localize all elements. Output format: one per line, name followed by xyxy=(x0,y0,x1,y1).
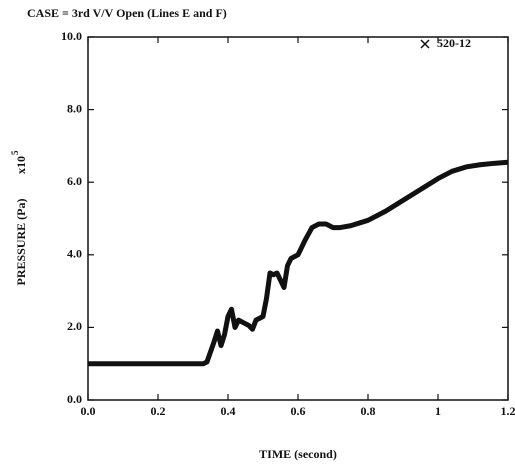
data-line xyxy=(88,159,509,367)
y-axis-label-group: PRESSURE (Pa) x10 5 xyxy=(10,150,28,286)
y-multiplier-exponent: 5 xyxy=(10,150,20,155)
x-tick-label: 0.6 xyxy=(291,404,306,418)
y-tick-label: 10.0 xyxy=(61,29,82,43)
x-tick-label: 1.2 xyxy=(501,404,515,418)
x-tick-label: 0.0 xyxy=(81,404,96,418)
y-axis-label: PRESSURE (Pa) xyxy=(14,198,28,285)
x-tick-label: 0.2 xyxy=(151,404,166,418)
chart-title: CASE = 3rd V/V Open (Lines E and F) xyxy=(27,6,227,20)
legend-label: 520-12 xyxy=(437,36,471,50)
y-tick-label: 6.0 xyxy=(67,174,82,188)
x-tick-label: 1 xyxy=(435,404,441,418)
y-tick-label: 0.0 xyxy=(67,392,82,406)
y-multiplier: x10 xyxy=(14,156,28,174)
y-tick-label: 4.0 xyxy=(67,247,82,261)
x-tick-label: 0.8 xyxy=(361,404,376,418)
y-tick-label: 2.0 xyxy=(67,319,82,333)
y-tick-label: 8.0 xyxy=(67,101,82,115)
x-tick-label: 0.4 xyxy=(221,404,236,418)
x-axis-label: TIME (second) xyxy=(259,447,337,461)
legend-marker xyxy=(420,39,430,49)
plot-frame xyxy=(87,36,509,401)
